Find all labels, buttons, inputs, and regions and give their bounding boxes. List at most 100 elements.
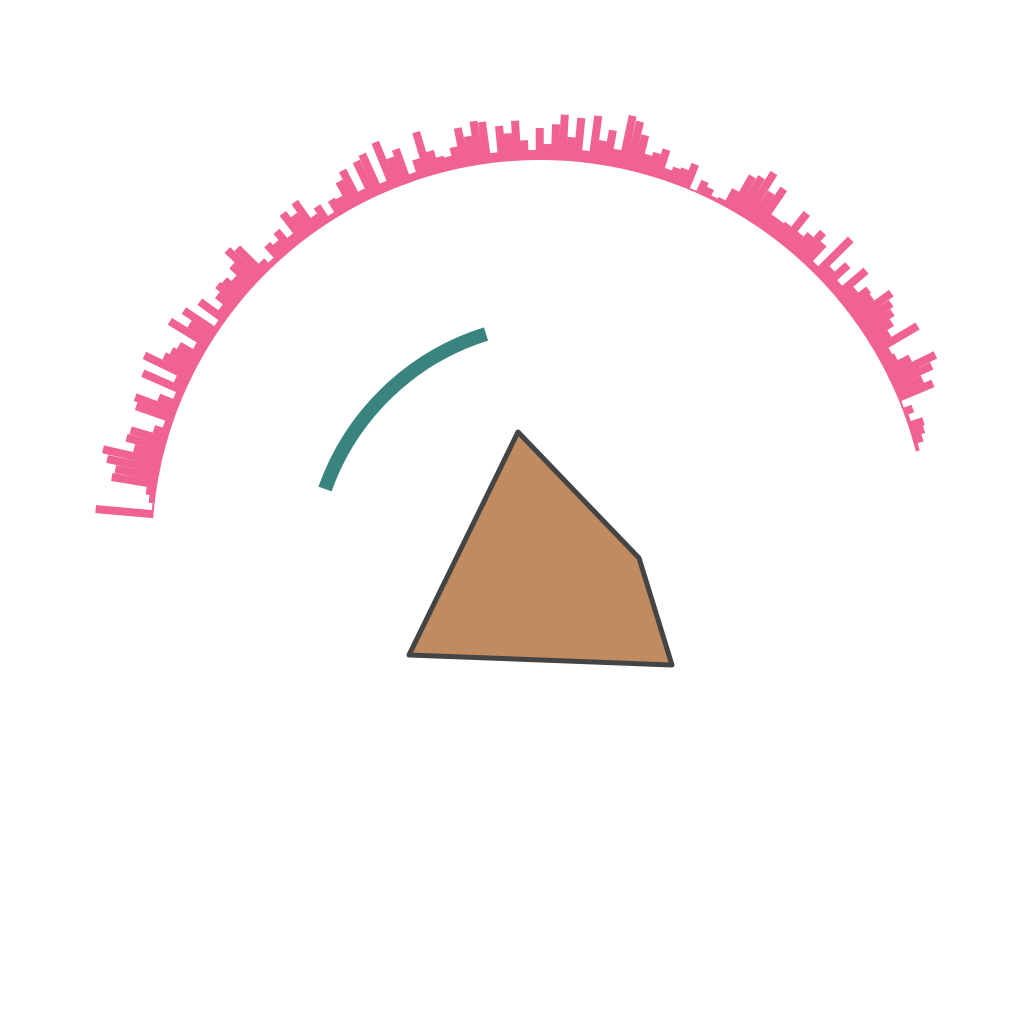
ring-bar <box>162 420 173 431</box>
ring-bar <box>310 213 326 230</box>
ring-bar <box>125 433 167 452</box>
ring-bar <box>338 168 364 207</box>
ring-bar <box>187 320 216 343</box>
ring-bar <box>152 425 171 438</box>
ring-bar <box>580 150 590 164</box>
ring-bar <box>904 413 911 423</box>
ring-bar <box>807 260 819 273</box>
ring-bar <box>469 120 485 166</box>
ring-bar <box>218 304 233 318</box>
ring-bar <box>391 147 412 185</box>
ring-bar <box>142 351 193 382</box>
ring-bar <box>896 379 935 402</box>
ring-bar <box>617 114 637 170</box>
ring-bar <box>624 120 644 172</box>
ring-bar <box>358 152 384 197</box>
ring-bar <box>722 188 740 210</box>
ring-bar <box>899 400 904 409</box>
ring-bar <box>141 369 187 396</box>
ring-bar <box>181 307 220 337</box>
ring-bar <box>106 455 161 474</box>
ring-bar <box>784 231 804 252</box>
ring-bar <box>511 120 522 161</box>
ring-bar <box>273 228 295 253</box>
ring-bar <box>801 241 827 267</box>
ring-bar <box>847 294 875 318</box>
ring-bar <box>715 196 726 206</box>
ring-bar <box>907 417 925 430</box>
ring-bar <box>443 155 455 172</box>
ring-bar <box>215 281 242 306</box>
ring-bar <box>335 179 358 210</box>
ring-bar <box>327 211 338 222</box>
ring-bar <box>503 132 514 162</box>
ring-bar <box>148 494 156 504</box>
ring-bar <box>653 148 671 180</box>
ring-bar <box>313 204 332 226</box>
ring-bar <box>408 171 419 182</box>
ring-bar <box>667 166 681 185</box>
ring-bar <box>111 473 158 489</box>
ring-bar <box>426 149 441 176</box>
ring-bar <box>790 231 814 257</box>
ring-bar <box>477 121 492 165</box>
ring-bar <box>114 465 160 482</box>
ring-bar <box>729 174 756 214</box>
ring-bar <box>595 140 607 166</box>
ring-bar <box>587 115 603 165</box>
ring-bar <box>489 152 499 164</box>
teal-arc <box>318 327 489 492</box>
ring-bar <box>133 444 165 460</box>
ring-bar <box>796 229 827 262</box>
ring-bar <box>495 125 507 163</box>
ring-bar <box>812 236 854 278</box>
ring-bar <box>837 286 859 306</box>
ring-bar <box>435 155 448 174</box>
ring-bar <box>286 233 301 248</box>
ring-bar <box>778 210 811 248</box>
ring-bar <box>868 330 892 349</box>
ring-bar <box>357 188 371 203</box>
ring-bar <box>674 167 689 188</box>
ring-bar <box>520 140 529 161</box>
ring-bar <box>860 309 895 336</box>
ring-bar <box>169 347 200 369</box>
ring-bar <box>760 214 778 234</box>
ring-bar <box>886 351 938 382</box>
ring-bar <box>660 167 673 182</box>
ring-bar <box>681 162 700 190</box>
ring-bar <box>688 187 697 193</box>
ring-bar <box>766 218 785 238</box>
ring-bar <box>352 159 378 200</box>
ring-bar <box>890 362 934 389</box>
ring-bar <box>335 195 351 214</box>
ring-bar <box>550 124 561 161</box>
ring-bar <box>129 426 169 445</box>
ring-bar <box>709 195 719 203</box>
ring-bar <box>646 151 661 178</box>
ring-bar <box>371 140 398 191</box>
ring-bar <box>822 262 851 289</box>
ring-bar <box>632 134 650 173</box>
ring-bar <box>412 158 426 180</box>
ring-bar <box>573 117 586 163</box>
ring-bar <box>902 404 915 416</box>
brown-polygon <box>406 429 675 668</box>
ring-bar <box>379 180 391 193</box>
ring-bar <box>851 289 894 324</box>
ring-bar <box>229 262 257 289</box>
ring-bar <box>883 354 913 375</box>
ring-bar <box>639 153 653 176</box>
ring-bar <box>856 300 894 330</box>
ring-bar <box>748 190 775 226</box>
ring-bar <box>291 199 319 234</box>
ring-bar <box>224 247 262 284</box>
ring-bar <box>95 505 154 519</box>
ring-bar <box>231 275 252 295</box>
ring-bar <box>145 486 157 496</box>
ring-bar <box>167 317 212 349</box>
ring-bar <box>197 298 229 324</box>
ring-bar <box>602 129 617 167</box>
ring-bar <box>192 342 208 356</box>
